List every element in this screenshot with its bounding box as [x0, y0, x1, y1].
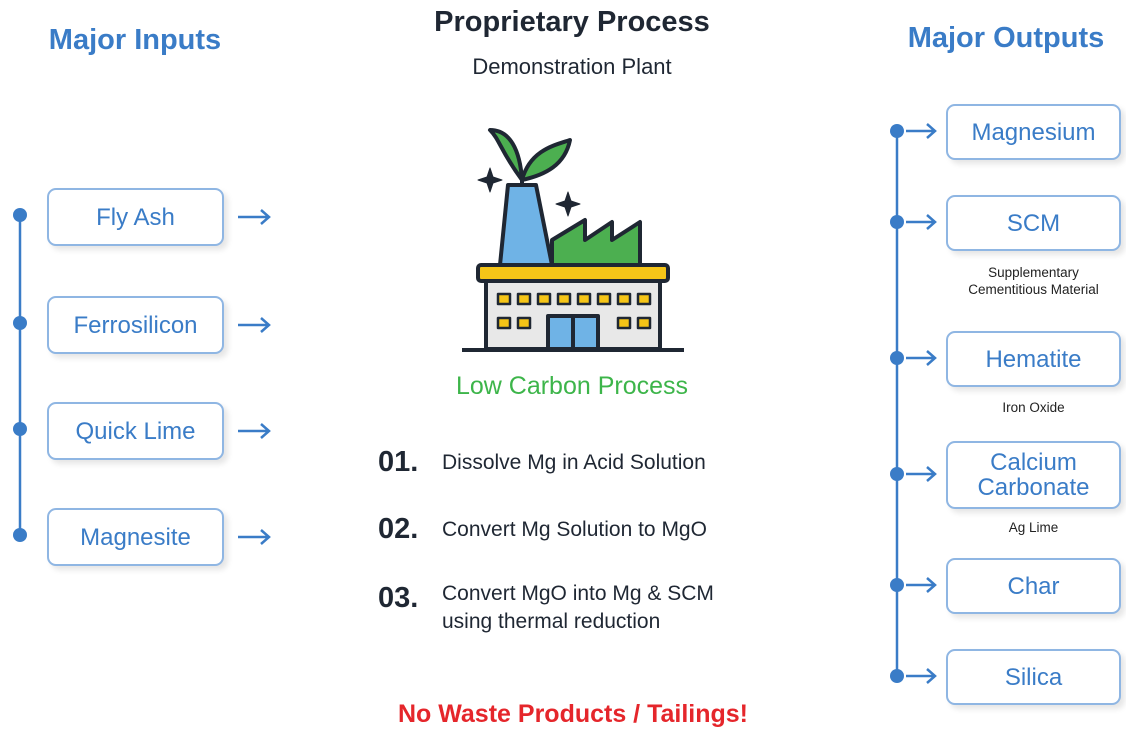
page: Major Inputs Fly Ash Ferrosilicon Quick …: [0, 0, 1126, 731]
output-label: Silica: [1005, 665, 1062, 690]
step-line: Convert Mg Solution to MgO: [442, 516, 707, 544]
output-label: SCM: [1007, 211, 1060, 236]
output-note: Iron Oxide: [946, 399, 1121, 416]
output-box: Hematite: [946, 331, 1121, 387]
output-box: SCM: [946, 195, 1121, 251]
process-title: Proprietary Process: [372, 6, 772, 39]
output-label: Calcium: [990, 450, 1077, 475]
factory-icon: [462, 130, 684, 350]
output-box: Magnesium: [946, 104, 1121, 160]
process-tagline: Low Carbon Process: [372, 372, 772, 401]
process-subtitle: Demonstration Plant: [372, 54, 772, 80]
step-line: Dissolve Mg in Acid Solution: [442, 449, 706, 477]
outputs-title: Major Outputs: [886, 22, 1126, 55]
input-box: Fly Ash: [47, 188, 224, 246]
output-note: Ag Lime: [946, 519, 1121, 536]
step-line: using thermal reduction: [442, 608, 714, 636]
output-label: Char: [1007, 574, 1059, 599]
step-line: Convert MgO into Mg & SCM: [442, 580, 714, 608]
output-label: Magnesium: [971, 120, 1095, 145]
input-box: Quick Lime: [47, 402, 224, 460]
note-line: Ag Lime: [946, 519, 1121, 536]
note-line: Supplementary: [946, 264, 1121, 281]
step-text: Dissolve Mg in Acid Solution: [442, 449, 706, 477]
output-label: Carbonate: [977, 475, 1089, 500]
input-arrows: [238, 210, 269, 544]
output-arrows: [906, 124, 935, 683]
input-box: Magnesite: [47, 508, 224, 566]
input-box: Ferrosilicon: [47, 296, 224, 354]
inputs-title: Major Inputs: [20, 24, 250, 57]
step-number: 03.: [378, 582, 418, 615]
step-number: 01.: [378, 446, 418, 479]
output-box: Silica: [946, 649, 1121, 705]
note-line: Cementitious Material: [946, 281, 1121, 298]
step-number: 02.: [378, 513, 418, 546]
note-line: Iron Oxide: [946, 399, 1121, 416]
step-text: Convert Mg Solution to MgO: [442, 516, 707, 544]
output-label: Hematite: [985, 347, 1081, 372]
footer: No Waste Products / Tailings!: [300, 700, 846, 729]
output-box: Char: [946, 558, 1121, 614]
